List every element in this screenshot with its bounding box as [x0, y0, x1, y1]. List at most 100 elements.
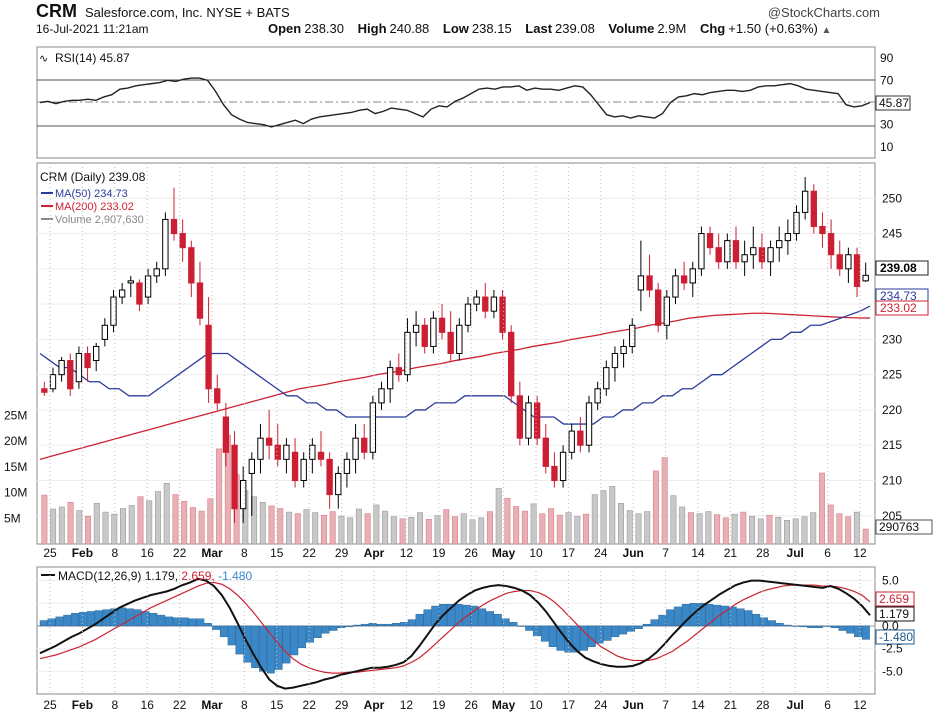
candle-body: [542, 437, 549, 467]
volume-bar: [207, 498, 214, 545]
macd-histogram-bar: [180, 617, 189, 627]
date-tick-label: 29: [335, 546, 349, 560]
volume-badge: [875, 519, 933, 535]
stockcharts-credit[interactable]: @StockCharts.com: [767, 5, 880, 20]
volume-bar: [687, 512, 694, 545]
macd-badge: [875, 606, 915, 622]
macd-histogram: [39, 603, 870, 674]
macd-histogram-bar: [157, 614, 166, 627]
date-tick-label: 12: [400, 698, 414, 712]
date-tick-label: 29: [335, 698, 349, 712]
volume-bar: [399, 518, 406, 545]
macd-legend-text: MACD(12,26,9) 1.179, 2.659, -1.480: [58, 569, 252, 583]
date-tick-label: 14: [691, 698, 705, 712]
macd-histogram-bar: [658, 614, 667, 627]
macd-histogram-bar: [556, 625, 565, 651]
volume-bar: [50, 508, 57, 545]
date-tick-label: 12: [853, 698, 867, 712]
macd-line: [39, 577, 871, 690]
volume-bar: [417, 512, 424, 545]
date-tick-label: 14: [691, 546, 705, 560]
date-tick-label: 15: [270, 546, 284, 560]
candle-body: [404, 331, 411, 376]
macd-histogram-bar: [133, 609, 142, 627]
date-tick-label: 7: [662, 698, 669, 712]
candle-body: [67, 360, 74, 390]
rsi-value-badge: [875, 95, 911, 111]
candle-body: [482, 296, 489, 312]
candle-body: [603, 367, 610, 390]
macd-histogram-bar: [728, 606, 737, 627]
macd-histogram-bar: [830, 625, 839, 628]
date-tick-label: May: [492, 546, 516, 560]
volume-bar: [784, 520, 790, 545]
candlesticks: [41, 177, 869, 523]
date-tick-label: Mar: [201, 546, 223, 560]
date-tick-label: 15: [270, 698, 284, 712]
price-axis: 250245240235230225220215210205: [882, 191, 902, 523]
macd-histogram-bar: [251, 625, 260, 668]
volume-bar: [705, 511, 712, 545]
macd-legend-part: 1.179,: [145, 569, 182, 583]
volume-bar: [294, 513, 301, 545]
date-tick-label: Feb: [72, 546, 93, 560]
chart-header: CRM Salesforce.com, Inc. NYSE + BATS @St…: [0, 0, 936, 38]
volume-tick-label: 10M: [4, 486, 27, 500]
volume-bar: [714, 514, 721, 545]
candle-body: [265, 437, 273, 446]
candle-body: [291, 451, 299, 481]
volume-bar: [845, 516, 852, 545]
date-tick-label: 25: [43, 546, 57, 560]
candle-body: [698, 233, 705, 270]
date-tick-label: 12: [853, 546, 867, 560]
candle-body: [680, 275, 688, 284]
date-axis-bottom: 25 Feb 8 16 22 Mar 8 15 22 29 Apr 12 19 26 May 10 17 24 Ju…: [43, 567, 867, 712]
volume-label: Volume: [608, 21, 655, 36]
candle-body: [689, 268, 696, 284]
macd-histogram-bar: [768, 620, 776, 627]
macd-histogram-bar: [446, 603, 455, 627]
candle-body: [222, 416, 230, 453]
candle-body: [784, 233, 792, 242]
macd-histogram-bar: [783, 624, 792, 627]
macd-histogram-bar: [775, 623, 784, 627]
last-value: 239.08: [555, 21, 595, 36]
candle-body: [456, 324, 463, 354]
candle-body: [801, 190, 809, 213]
candle-body: [395, 367, 402, 376]
macd-histogram-bar: [681, 603, 690, 627]
price-tick-label: 215: [882, 438, 902, 452]
volume-bar: [452, 516, 458, 545]
candle-body: [274, 444, 281, 460]
candle-body: [162, 218, 169, 270]
macd-histogram-bar: [760, 617, 769, 627]
ma50-line: [39, 305, 871, 425]
change-value: +1.50 (+0.63%): [728, 21, 818, 36]
macd-histogram-bar: [822, 625, 831, 627]
macd-histogram-bar: [125, 608, 134, 627]
volume-bar: [329, 511, 336, 545]
volume-bar: [574, 515, 581, 545]
rsi-tick-label: 90: [880, 51, 894, 65]
date-tick-label: Jul: [787, 698, 804, 712]
candle-body: [473, 296, 480, 305]
volume-bar: [364, 513, 371, 545]
candle-body: [196, 282, 204, 319]
candle-body: [110, 296, 117, 326]
volume-bar: [513, 506, 520, 545]
volume-bar: [766, 514, 773, 545]
company-label: Salesforce.com, Inc.: [85, 5, 203, 20]
candle-body: [386, 367, 394, 390]
date-tick-label: 12: [400, 546, 414, 560]
volume-bar: [102, 511, 109, 545]
volume-bar: [172, 494, 179, 545]
candle-body: [93, 345, 100, 362]
change-label: Chg: [699, 21, 726, 36]
candle-body: [239, 480, 247, 510]
volume-bar: [85, 515, 92, 545]
macd-legend-part: MACD(12,26,9): [58, 569, 145, 583]
macd-histogram-bar: [580, 625, 588, 651]
macd-tick-label: 5.0: [882, 574, 899, 588]
volume-bar: [827, 504, 834, 545]
macd-histogram-bar: [118, 607, 126, 627]
